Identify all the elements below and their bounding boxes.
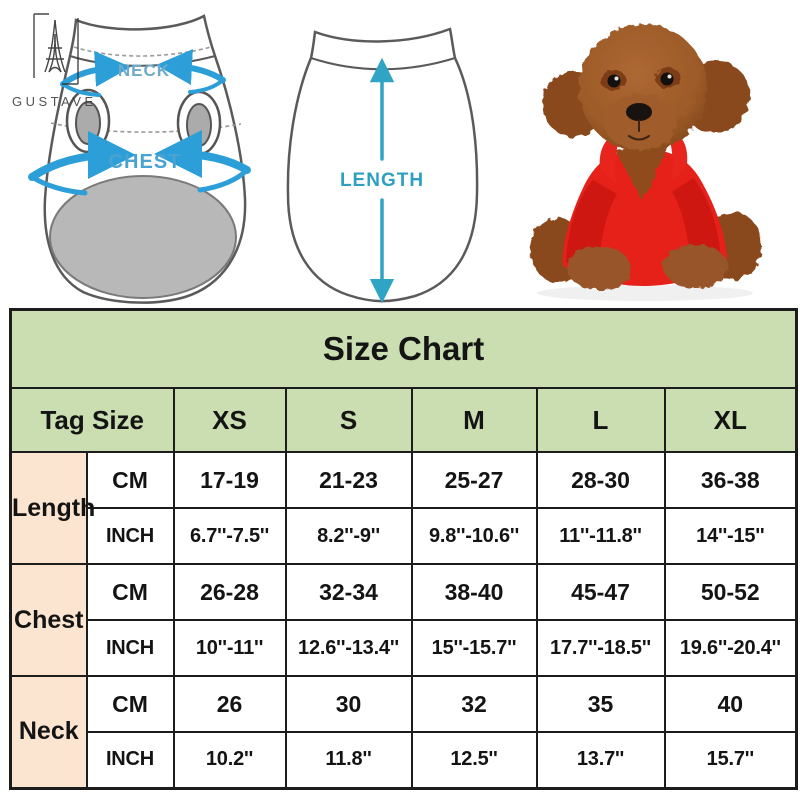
unit-cm: CM — [85, 675, 175, 733]
header-tag-size: Tag Size — [9, 387, 175, 453]
cell-neck-inch-l: 13.7'' — [535, 731, 666, 789]
cell-neck-cm-xs: 26 — [172, 675, 287, 733]
row-label-neck: Neck — [9, 675, 88, 789]
chest-inch-row: INCH 10''-11'' 12.6''-13.4'' 15''-15.7''… — [11, 619, 798, 677]
collar-seam — [69, 55, 216, 67]
collar-stitch-line — [73, 46, 212, 57]
cell-neck-cm-l: 35 — [535, 675, 666, 733]
cell-length-inch-s: 8.2''-9'' — [284, 507, 413, 565]
unit-inch: INCH — [85, 731, 175, 789]
cell-neck-cm-s: 30 — [284, 675, 413, 733]
neck-label: NECK — [118, 61, 170, 80]
header-size-l: L — [535, 387, 666, 453]
cell-neck-inch-xs: 10.2'' — [172, 731, 287, 789]
cell-chest-inch-m: 15''-15.7'' — [410, 619, 538, 677]
length-cm-row: Length CM 17-19 21-23 25-27 28-30 36-38 — [9, 451, 798, 565]
cell-chest-inch-xl: 19.6''-20.4'' — [663, 619, 798, 677]
cell-chest-inch-l: 17.7''-18.5'' — [535, 619, 666, 677]
cell-length-cm-s: 21-23 — [284, 451, 413, 509]
unit-inch: INCH — [85, 619, 175, 677]
chest-arrows-icon — [28, 130, 251, 196]
cell-neck-cm-xl: 40 — [663, 675, 798, 733]
dog-front-paws — [567, 244, 727, 290]
cell-length-inch-l: 11''-11.8'' — [535, 507, 666, 565]
unit-inch: INCH — [85, 507, 175, 565]
cell-length-inch-xl: 14''-15'' — [663, 507, 798, 565]
cell-neck-inch-xl: 15.7'' — [663, 731, 798, 789]
header-size-s: S — [284, 387, 413, 453]
front-garment-diagram: NECK CHEST — [28, 14, 251, 304]
cell-length-cm-xl: 36-38 — [663, 451, 798, 509]
cell-chest-cm-s: 32-34 — [284, 563, 413, 621]
chest-label: CHEST — [109, 151, 182, 173]
cell-length-cm-xs: 17-19 — [172, 451, 287, 509]
cell-length-cm-l: 28-30 — [535, 451, 666, 509]
dog-chest-fur — [615, 148, 667, 202]
cell-neck-cm-m: 32 — [410, 675, 538, 733]
cell-chest-cm-xs: 26-28 — [172, 563, 287, 621]
row-label-length: Length — [9, 451, 95, 565]
brand-watermark: GUSTAVE — [12, 6, 108, 118]
cell-neck-inch-m: 12.5'' — [410, 731, 538, 789]
table-title: Size Chart — [9, 308, 798, 389]
belly-patch — [49, 175, 237, 299]
dog-face — [607, 72, 674, 141]
cell-chest-cm-l: 45-47 — [535, 563, 666, 621]
neck-cm-row: Neck CM 26 30 32 35 40 — [9, 675, 798, 789]
cell-chest-cm-xl: 50-52 — [663, 563, 798, 621]
chest-cm-row: Chest CM 26-28 32-34 38-40 45-47 50-52 — [9, 563, 798, 677]
cell-length-inch-m: 9.8''-10.6'' — [410, 507, 538, 565]
cell-chest-inch-s: 12.6''-13.4'' — [284, 619, 413, 677]
length-label: LENGTH — [340, 170, 424, 191]
cell-chest-cm-m: 38-40 — [410, 563, 538, 621]
back-garment-outline — [286, 27, 479, 303]
table-header-row: Tag Size XS S M L XL — [9, 387, 798, 453]
dog-in-red-hoodie-photo — [530, 24, 762, 301]
unit-cm: CM — [85, 451, 175, 509]
table-title-row: Size Chart — [9, 308, 798, 389]
neck-arrows-icon — [60, 49, 226, 97]
back-garment-diagram: LENGTH — [286, 27, 479, 304]
right-armhole — [176, 90, 222, 156]
cell-neck-inch-s: 11.8'' — [284, 731, 413, 789]
length-inch-row: INCH 6.7''-7.5'' 8.2''-9'' 9.8''-10.6'' … — [11, 507, 798, 565]
unit-cm: CM — [85, 563, 175, 621]
cell-length-inch-xs: 6.7''-7.5'' — [172, 507, 287, 565]
neck-inch-row: INCH 10.2'' 11.8'' 12.5'' 13.7'' 15.7'' — [11, 731, 798, 789]
measurement-illustrations: NECK CHEST LENGTH — [0, 0, 800, 308]
cell-length-cm-m: 25-27 — [410, 451, 538, 509]
eiffel-tower-logo-icon — [33, 13, 79, 85]
header-size-m: M — [410, 387, 538, 453]
row-label-chest: Chest — [9, 563, 88, 677]
dog-shadow — [537, 285, 753, 301]
header-size-xl: XL — [663, 387, 798, 453]
header-size-xs: XS — [172, 387, 287, 453]
size-chart-table: Size Chart Tag Size XS S M L XL Length C… — [9, 308, 799, 790]
dog-head-fur — [542, 24, 750, 152]
brand-name: GUSTAVE — [12, 94, 97, 109]
cell-chest-inch-xs: 10''-11'' — [172, 619, 287, 677]
